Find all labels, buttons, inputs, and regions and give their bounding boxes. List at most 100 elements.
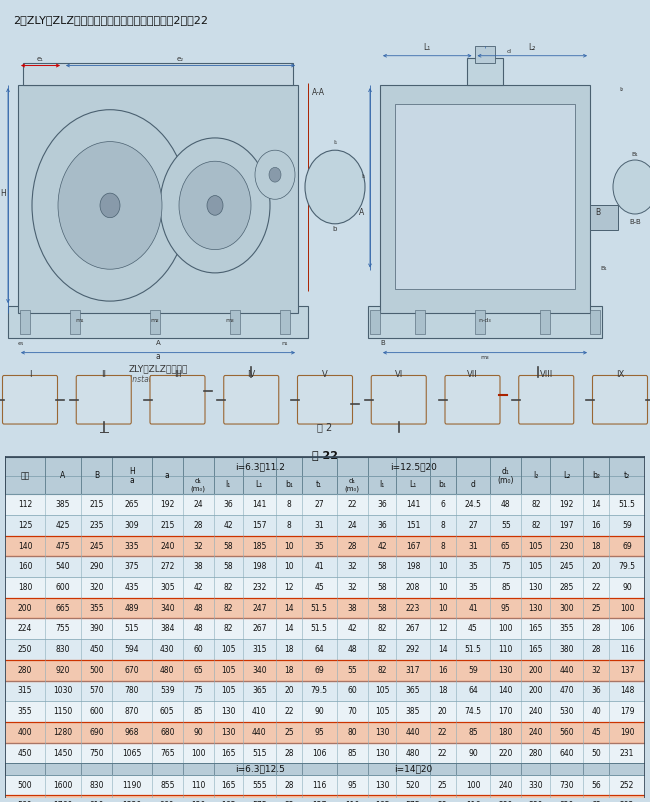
Text: 75: 75 <box>501 562 511 571</box>
Text: 231: 231 <box>620 748 634 758</box>
Text: m₃: m₃ <box>226 318 234 323</box>
FancyBboxPatch shape <box>150 375 205 424</box>
Text: 6: 6 <box>440 500 445 509</box>
Text: (m₀): (m₀) <box>498 476 514 484</box>
Text: 192: 192 <box>160 500 174 509</box>
Text: 170: 170 <box>499 707 513 716</box>
Text: 240: 240 <box>528 707 543 716</box>
Text: 12: 12 <box>438 624 447 634</box>
Text: 105: 105 <box>221 645 235 654</box>
Text: 74.5: 74.5 <box>465 707 482 716</box>
Bar <box>5 701 645 722</box>
Text: 85: 85 <box>468 728 478 737</box>
Text: 28: 28 <box>284 748 294 758</box>
Text: 167: 167 <box>406 541 421 550</box>
Text: 141: 141 <box>252 500 266 509</box>
Text: 141: 141 <box>406 500 421 509</box>
Text: 38: 38 <box>347 604 357 613</box>
Text: 48: 48 <box>501 500 511 509</box>
Text: 640: 640 <box>560 748 574 758</box>
Text: 137: 137 <box>620 666 634 674</box>
Bar <box>540 310 550 334</box>
Text: 45: 45 <box>468 624 478 634</box>
Text: 292: 292 <box>406 645 421 654</box>
Text: 65: 65 <box>194 666 203 674</box>
Text: 215: 215 <box>160 520 174 530</box>
Text: A: A <box>60 472 66 480</box>
Text: 18: 18 <box>284 666 294 674</box>
Text: 280: 280 <box>528 748 543 758</box>
Text: 385: 385 <box>406 707 421 716</box>
Bar <box>475 46 495 63</box>
Text: 380: 380 <box>560 645 574 654</box>
Bar <box>23 63 293 85</box>
Bar <box>5 557 645 577</box>
Text: 38: 38 <box>194 562 203 571</box>
Bar <box>5 597 645 618</box>
Text: 594: 594 <box>125 645 139 654</box>
Text: 85: 85 <box>194 707 203 716</box>
Text: 385: 385 <box>56 500 70 509</box>
Text: 10: 10 <box>284 562 294 571</box>
Circle shape <box>269 168 281 182</box>
Text: Installing form: Installing form <box>131 375 185 384</box>
Circle shape <box>179 161 251 249</box>
Text: 36: 36 <box>592 687 601 695</box>
Text: 200: 200 <box>18 604 32 613</box>
Text: II: II <box>101 370 106 379</box>
Text: 25: 25 <box>592 604 601 613</box>
Text: 330: 330 <box>528 780 543 790</box>
Text: 410: 410 <box>252 707 266 716</box>
Text: 64: 64 <box>468 687 478 695</box>
Text: 600: 600 <box>89 707 104 716</box>
Text: 18: 18 <box>284 645 294 654</box>
Text: 400: 400 <box>18 728 32 737</box>
Text: 539: 539 <box>160 687 175 695</box>
FancyBboxPatch shape <box>224 375 279 424</box>
Text: 125: 125 <box>18 520 32 530</box>
Text: 130: 130 <box>375 780 389 790</box>
Text: 165: 165 <box>528 624 543 634</box>
Text: 95: 95 <box>501 604 511 613</box>
Text: 45: 45 <box>592 728 601 737</box>
Text: 55: 55 <box>501 520 511 530</box>
Text: 475: 475 <box>56 541 70 550</box>
Text: 440: 440 <box>406 728 421 737</box>
Text: 1065: 1065 <box>122 748 142 758</box>
Text: 165: 165 <box>221 748 235 758</box>
Bar <box>230 310 240 334</box>
Text: 18: 18 <box>438 687 447 695</box>
Text: H: H <box>0 188 6 197</box>
Text: 42: 42 <box>224 520 233 530</box>
Text: 35: 35 <box>468 562 478 571</box>
Text: 40: 40 <box>592 707 601 716</box>
FancyBboxPatch shape <box>298 375 352 424</box>
Text: 390: 390 <box>89 624 104 634</box>
Text: 14: 14 <box>284 604 294 613</box>
FancyBboxPatch shape <box>519 375 574 424</box>
Circle shape <box>32 110 188 301</box>
Text: 14: 14 <box>284 624 294 634</box>
Text: 480: 480 <box>406 748 421 758</box>
Text: 27: 27 <box>315 500 324 509</box>
Text: l₁: l₁ <box>226 480 231 489</box>
Text: 22: 22 <box>438 728 447 737</box>
Text: 24: 24 <box>194 500 203 509</box>
Text: 48: 48 <box>347 645 357 654</box>
Bar <box>395 103 575 289</box>
Text: IX: IX <box>616 370 624 379</box>
Text: 179: 179 <box>620 707 634 716</box>
Text: 22: 22 <box>284 707 294 716</box>
Text: 1280: 1280 <box>53 728 73 737</box>
FancyBboxPatch shape <box>76 375 131 424</box>
Text: 605: 605 <box>160 707 175 716</box>
Text: 82: 82 <box>531 520 541 530</box>
Text: 309: 309 <box>125 520 139 530</box>
Text: L₂: L₂ <box>563 472 571 480</box>
Text: 180: 180 <box>18 583 32 592</box>
Text: 8: 8 <box>287 520 291 530</box>
Text: 440: 440 <box>560 666 574 674</box>
Text: 555: 555 <box>252 780 266 790</box>
Text: 230: 230 <box>560 541 574 550</box>
FancyBboxPatch shape <box>371 375 426 424</box>
